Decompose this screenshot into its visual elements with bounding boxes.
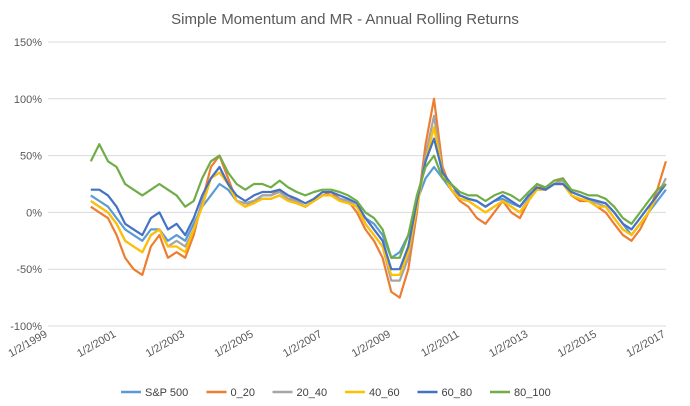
y-tick-label: 150%: [14, 37, 42, 49]
y-tick-label: -50%: [16, 264, 42, 276]
x-tick-label: 1/2/2003: [144, 328, 187, 360]
y-tick-label: 100%: [14, 94, 42, 106]
legend: S&P 500 0_20 20_40 40_60 60_80 80_100: [121, 387, 551, 399]
legend-item: 20_40: [272, 387, 328, 399]
series-line-40-60: [90, 126, 667, 276]
legend-label: 0_20: [231, 387, 255, 399]
x-tick-label: 1/2/2007: [281, 328, 324, 360]
x-axis: 1/2/1999 1/2/2001 1/2/2003 1/2/2005 1/2/2007…: [6, 328, 667, 360]
legend-item: 40_60: [345, 387, 400, 399]
x-tick-label: 1/2/2009: [350, 328, 393, 360]
y-tick-label: -100%: [10, 321, 42, 333]
legend-label: 40_60: [369, 387, 400, 399]
y-axis: -100% -50% 0% 50% 100% 150%: [10, 37, 42, 333]
series-lines: [89, 97, 667, 299]
x-tick-label: 1/2/2011: [419, 328, 461, 359]
series-line-60-80: [90, 137, 667, 271]
y-tick-label: 0%: [26, 207, 42, 219]
x-tick-label: 1/2/2015: [556, 328, 599, 360]
legend-item: 0_20: [206, 387, 255, 399]
grid: [48, 41, 666, 327]
legend-label: 60_80: [442, 387, 473, 399]
x-tick-label: 1/2/2005: [212, 328, 255, 360]
legend-label: S&P 500: [145, 387, 188, 399]
x-tick-label: 1/2/2013: [487, 328, 530, 360]
legend-item: 60_80: [417, 387, 473, 399]
x-tick-label: 1/2/2001: [75, 328, 118, 360]
x-tick-label: 1/2/2017: [624, 328, 667, 360]
chart-title: Simple Momentum and MR - Annual Rolling …: [171, 11, 519, 28]
legend-item: S&P 500: [121, 387, 188, 399]
legend-label: 20_40: [297, 387, 328, 399]
y-tick-label: 50%: [20, 151, 42, 163]
legend-label: 80_100: [514, 387, 551, 399]
legend-item: 80_100: [490, 387, 551, 399]
series-line-80-100: [89, 143, 667, 259]
